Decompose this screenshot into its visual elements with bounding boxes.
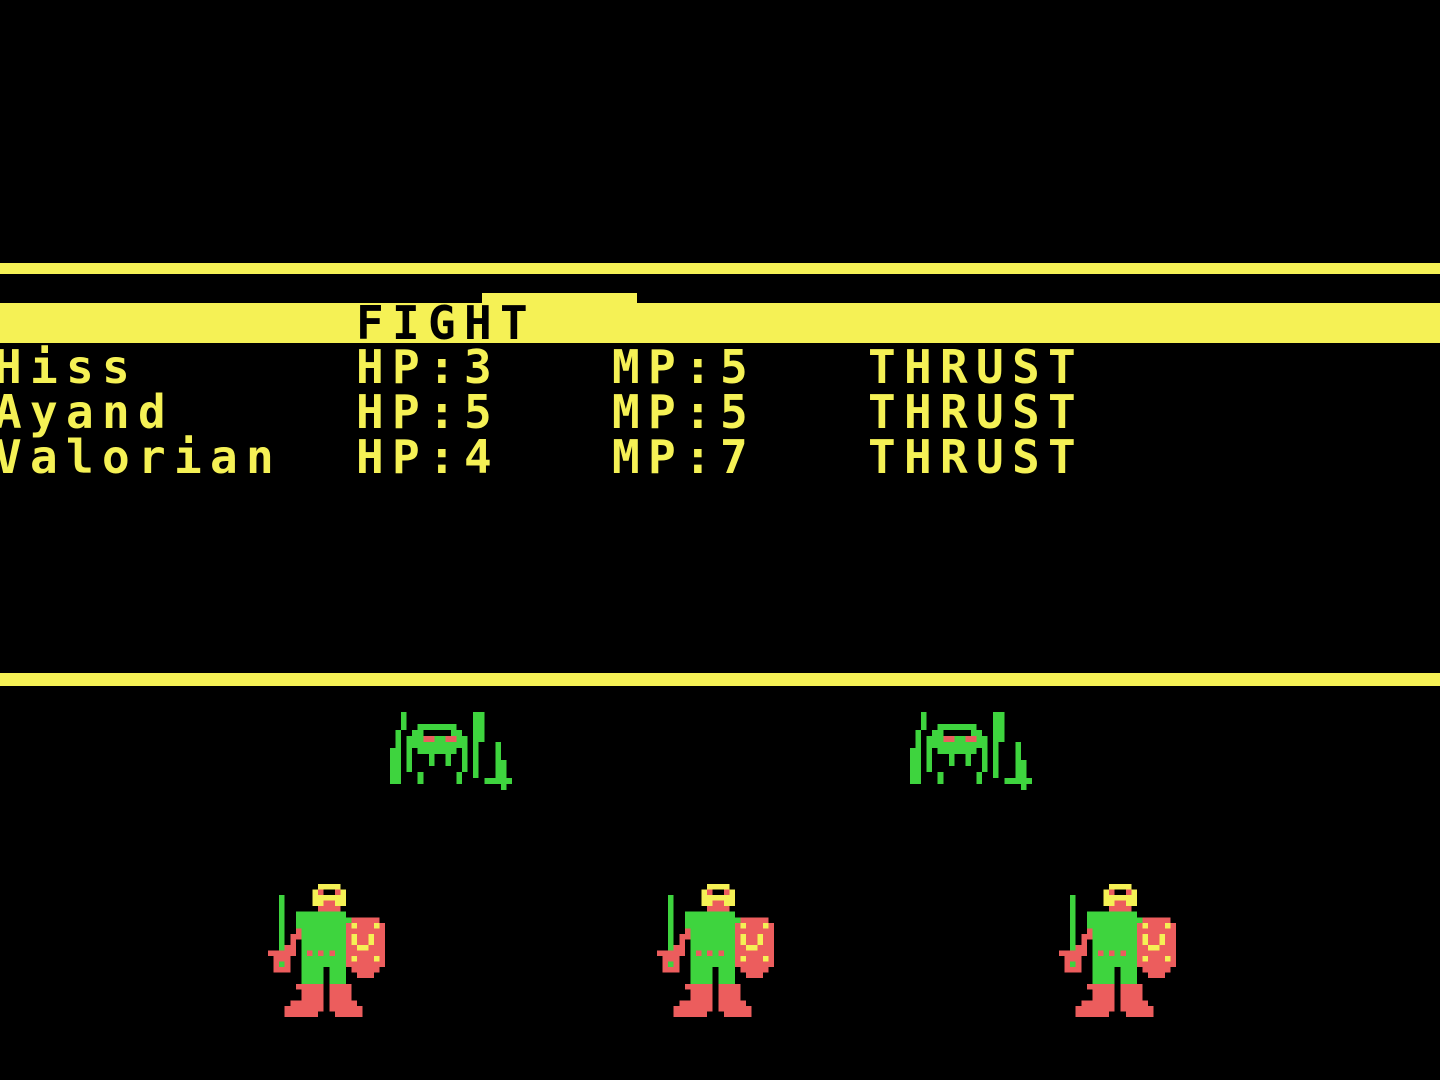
character-hp: HP:3: [356, 340, 500, 394]
enemy-spider-sprite: [910, 712, 1032, 790]
selected-command-label: FIGHT: [356, 296, 536, 350]
party-knight-sprite: [268, 884, 385, 1017]
character-name: Hiss: [0, 340, 138, 394]
party-row: Hiss HP:3 MP:5 THRUST: [0, 340, 1440, 394]
character-mp: MP:7: [612, 430, 756, 484]
party-row: Valorian HP:4 MP:7 THRUST: [0, 430, 1440, 484]
character-name: Valorian: [0, 430, 282, 484]
divider-top: [0, 263, 1440, 274]
character-mp: MP:5: [612, 340, 756, 394]
fight-menu-bar[interactable]: FIGHT: [0, 296, 1440, 350]
character-action: THRUST: [868, 385, 1084, 439]
enemy-spider-sprite: [390, 712, 512, 790]
party-knight-sprite: [657, 884, 774, 1017]
character-name: Ayand: [0, 385, 174, 439]
fight-band-notch: [482, 293, 637, 304]
character-hp: HP:5: [356, 385, 500, 439]
party-knight-sprite: [1059, 884, 1176, 1017]
party-row: Ayand HP:5 MP:5 THRUST: [0, 385, 1440, 439]
character-action: THRUST: [868, 340, 1084, 394]
divider-middle: [0, 673, 1440, 686]
character-hp: HP:4: [356, 430, 500, 484]
character-action: THRUST: [868, 430, 1084, 484]
character-mp: MP:5: [612, 385, 756, 439]
